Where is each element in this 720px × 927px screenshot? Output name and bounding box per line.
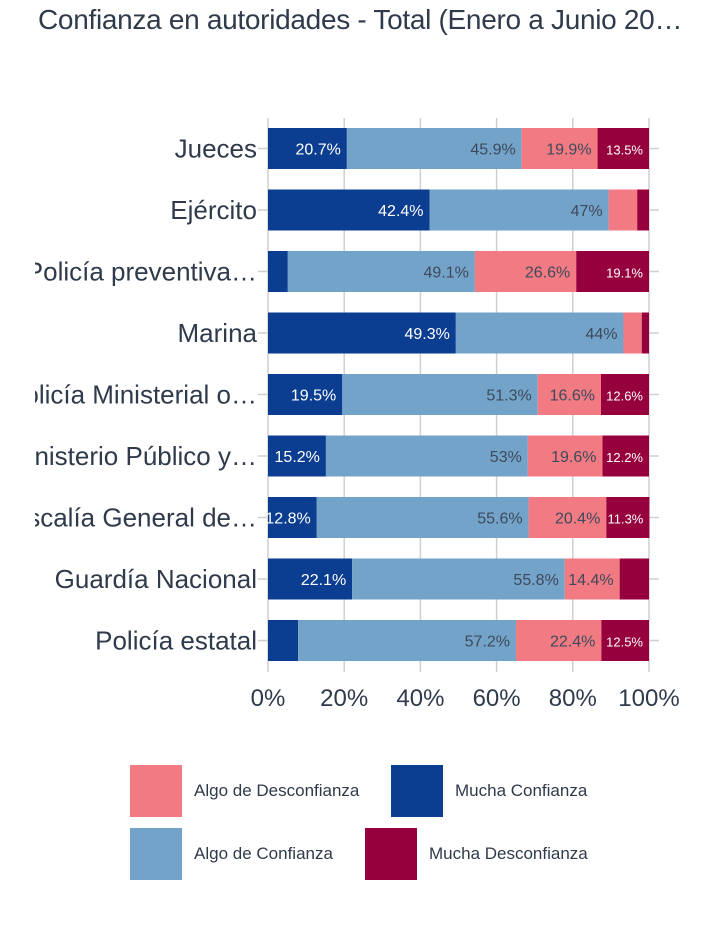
data-label: 55.6% bbox=[477, 511, 522, 528]
x-tick-label: 20% bbox=[320, 685, 368, 712]
data-label: 19.9% bbox=[546, 142, 591, 159]
bar-segment[interactable] bbox=[268, 312, 456, 354]
data-label: 51.3% bbox=[486, 388, 531, 405]
data-label: 47% bbox=[571, 203, 603, 220]
bar-segment[interactable] bbox=[268, 435, 326, 477]
data-label: 19.5% bbox=[291, 388, 336, 405]
bar-segment[interactable] bbox=[268, 620, 299, 661]
bar-segment[interactable] bbox=[352, 558, 565, 600]
bar-segment[interactable] bbox=[316, 497, 529, 538]
bar-segment[interactable] bbox=[298, 620, 517, 661]
bar-segment[interactable] bbox=[474, 251, 577, 292]
bar-segment[interactable] bbox=[521, 128, 598, 169]
x-tick-label: 60% bbox=[473, 685, 521, 712]
data-label: 45.9% bbox=[470, 142, 515, 159]
category-label: Policía Ministerial o… bbox=[7, 380, 257, 410]
bar-segment[interactable] bbox=[429, 189, 609, 231]
data-label: 42.4% bbox=[378, 203, 423, 220]
bar-segment[interactable] bbox=[597, 128, 649, 169]
category-label: Policía estatal bbox=[95, 626, 257, 656]
bar-segment[interactable] bbox=[268, 497, 317, 538]
axis-layer: 0% 20% 40% 60% 80% 100% Jueces Ejército Policía … bbox=[6, 134, 680, 713]
bar-segment[interactable] bbox=[346, 128, 522, 169]
data-label: 13.5% bbox=[606, 143, 643, 158]
data-label: 57.2% bbox=[465, 634, 510, 651]
chart-title: Confianza en autoridades - Total (Enero … bbox=[38, 4, 683, 35]
category-label: Marina bbox=[178, 318, 258, 348]
data-label: 49.3% bbox=[404, 326, 449, 343]
bar-segment[interactable] bbox=[637, 189, 649, 231]
bar-segment[interactable] bbox=[455, 312, 624, 354]
bar-segment[interactable] bbox=[342, 374, 538, 415]
bar-segment[interactable] bbox=[268, 189, 430, 231]
data-label: 15.2% bbox=[275, 449, 320, 466]
data-label: 53% bbox=[490, 449, 522, 466]
x-tick-label: 0% bbox=[251, 685, 286, 712]
bar-layer bbox=[268, 128, 650, 661]
label-layer: 20.7% 45.9% 19.9% 13.5% 42.4% 47% 49.1% 26.6% 19… bbox=[265, 142, 643, 651]
x-tick-label: 100% bbox=[618, 685, 679, 712]
data-label: 22.1% bbox=[301, 572, 346, 589]
data-label: 20.4% bbox=[555, 511, 600, 528]
category-label: Policía preventiva… bbox=[26, 257, 257, 287]
x-tick-label: 40% bbox=[396, 685, 444, 712]
bar-segment[interactable] bbox=[287, 251, 475, 292]
bar-segment[interactable] bbox=[606, 497, 650, 538]
bar-segment[interactable] bbox=[576, 251, 649, 292]
bar-segment[interactable] bbox=[623, 312, 642, 354]
bar-segment[interactable] bbox=[619, 558, 649, 600]
data-label: 49.1% bbox=[424, 265, 469, 282]
category-label: Ministerio Público y… bbox=[7, 441, 257, 471]
data-label: 26.6% bbox=[525, 265, 570, 282]
data-label: 12.5% bbox=[606, 635, 643, 650]
data-label: 19.6% bbox=[551, 449, 596, 466]
bar-segment[interactable] bbox=[325, 435, 528, 477]
bar-segment[interactable] bbox=[537, 374, 601, 415]
data-label: 14.4% bbox=[568, 572, 613, 589]
bar-segment[interactable] bbox=[528, 497, 607, 538]
bar-segment[interactable] bbox=[268, 251, 288, 292]
data-label: 20.7% bbox=[295, 142, 340, 159]
bar-segment[interactable] bbox=[601, 620, 649, 661]
category-label: Jueces bbox=[175, 134, 257, 164]
category-label: Ejército bbox=[170, 195, 257, 225]
data-label: 12.8% bbox=[265, 511, 310, 528]
x-tick-label: 80% bbox=[549, 685, 597, 712]
data-label: 16.6% bbox=[550, 388, 595, 405]
data-label: 55.8% bbox=[513, 572, 558, 589]
data-label: 44% bbox=[585, 326, 617, 343]
bar-segment[interactable] bbox=[527, 435, 603, 477]
category-label: Fiscalía General de… bbox=[6, 503, 257, 533]
data-label: 11.3% bbox=[607, 512, 643, 527]
category-label: Guardía Nacional bbox=[55, 564, 257, 594]
bar-segment[interactable] bbox=[564, 558, 620, 600]
bar-segment[interactable] bbox=[602, 435, 649, 477]
bar-segment[interactable] bbox=[516, 620, 602, 661]
bar-segment[interactable] bbox=[268, 558, 353, 600]
bar-segment[interactable] bbox=[608, 189, 638, 231]
bar-segment[interactable] bbox=[641, 312, 649, 354]
bar-segment[interactable] bbox=[268, 128, 347, 169]
bar-segment[interactable] bbox=[268, 374, 343, 415]
data-label: 12.2% bbox=[606, 450, 643, 465]
bar-segment[interactable] bbox=[600, 374, 649, 415]
data-label: 19.1% bbox=[606, 266, 643, 281]
data-label: 22.4% bbox=[550, 634, 595, 651]
data-label: 12.6% bbox=[606, 389, 643, 404]
